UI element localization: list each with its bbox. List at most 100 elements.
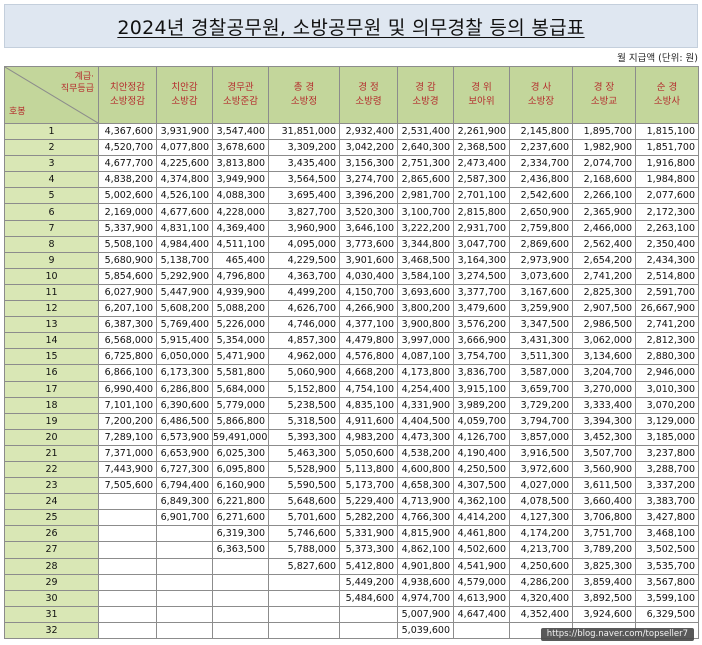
column-header-rank-fire: 소방사 — [653, 96, 681, 107]
step-cell: 27 — [4, 541, 99, 559]
salary-cell: 5,746,600 — [268, 525, 340, 543]
salary-cell: 5,238,500 — [268, 396, 340, 414]
table-row: 13 6,387,300 5,769,400 5,226,000 4,746,000 4,… — [4, 316, 699, 334]
salary-cell: 3,695,400 — [268, 187, 340, 205]
column-header-rank-fire: 소방령 — [355, 96, 382, 107]
salary-cell: 3,825,300 — [572, 557, 636, 575]
salary-cell: 2,825,300 — [572, 283, 636, 302]
salary-cell: 2,261,900 — [453, 122, 510, 141]
salary-cell: 2,986,500 — [572, 316, 636, 334]
salary-cell: 6,573,900 — [156, 428, 213, 446]
salary-cell: 6,725,800 — [98, 348, 157, 366]
salary-cell: 3,916,500 — [509, 444, 573, 462]
salary-cell: 3,134,600 — [572, 348, 636, 366]
step-cell: 19 — [4, 412, 99, 430]
column-header: 경 사 소방장 — [509, 66, 573, 124]
column-header-rank-fire: 소방경 — [412, 96, 439, 107]
salary-cell: 5,648,600 — [268, 493, 340, 511]
salary-cell: 4,499,200 — [268, 283, 340, 302]
salary-cell: 2,815,800 — [453, 203, 510, 221]
salary-cell: 3,270,000 — [572, 380, 636, 398]
salary-cell: 4,228,000 — [212, 203, 269, 221]
salary-cell: 3,396,200 — [339, 187, 398, 205]
salary-cell: 1,815,100 — [635, 122, 699, 141]
column-header: 경 정 소방령 — [339, 66, 398, 124]
salary-cell: 3,047,700 — [453, 235, 510, 253]
salary-cell: 4,225,600 — [156, 155, 213, 173]
salary-cell: 3,773,600 — [339, 235, 398, 253]
salary-cell: 2,473,400 — [453, 155, 510, 173]
salary-cell: 3,794,700 — [509, 412, 573, 430]
salary-cell: 3,274,500 — [453, 267, 510, 285]
salary-cell — [156, 525, 213, 543]
salary-cell: 4,857,300 — [268, 332, 340, 350]
salary-cell: 3,997,000 — [397, 332, 454, 350]
salary-cell: 4,059,700 — [453, 412, 510, 430]
salary-cell: 3,754,700 — [453, 348, 510, 366]
salary-cell — [156, 621, 213, 640]
salary-cell: 6,990,400 — [98, 380, 157, 398]
table-row: 20 7,289,100 6,573,900 59,491,000 5,393,300 4… — [4, 428, 699, 446]
salary-cell: 4,150,700 — [339, 283, 398, 302]
salary-cell: 5,039,600 — [397, 621, 454, 640]
salary-cell: 4,862,100 — [397, 541, 454, 559]
salary-cell: 5,508,100 — [98, 235, 157, 253]
table-row: 28 5,827,600 5,412,800 4,901,800 4,541,900 4,… — [4, 557, 699, 575]
salary-cell: 2,368,500 — [453, 139, 510, 157]
salary-cell: 3,042,200 — [339, 139, 398, 157]
salary-cell: 6,363,500 — [212, 541, 269, 559]
salary-cell: 2,701,100 — [453, 187, 510, 205]
salary-cell: 5,292,900 — [156, 267, 213, 285]
salary-cell — [98, 509, 157, 527]
salary-cell: 3,347,500 — [509, 316, 573, 334]
salary-cell: 7,101,100 — [98, 396, 157, 414]
step-cell: 26 — [4, 525, 99, 543]
column-header-rank: 경 위 — [471, 82, 492, 93]
salary-cell: 4,190,400 — [453, 444, 510, 462]
salary-cell — [156, 541, 213, 559]
salary-cell: 1,916,800 — [635, 155, 699, 173]
salary-cell: 2,640,300 — [397, 139, 454, 157]
column-header-rank: 순 경 — [656, 82, 678, 93]
column-header-rank: 경무관 — [227, 82, 254, 93]
table-row: 29 5,449,200 4,938,600 4,579,000 4,286,200 3,… — [4, 573, 699, 591]
salary-cell: 3,502,500 — [635, 541, 699, 559]
salary-cell: 3,204,700 — [572, 364, 636, 382]
title-banner: 2024년 경찰공무원, 소방공무원 및 의무경찰 등의 봉급표 — [4, 4, 698, 48]
salary-cell: 3,949,900 — [212, 171, 269, 189]
salary-cell: 4,414,200 — [453, 509, 510, 527]
salary-cell: 6,027,900 — [98, 283, 157, 302]
salary-cell: 4,658,300 — [397, 477, 454, 495]
salary-cell: 6,025,300 — [212, 444, 269, 462]
step-cell: 30 — [4, 589, 99, 607]
step-cell: 3 — [4, 155, 99, 173]
salary-cell: 3,394,300 — [572, 412, 636, 430]
salary-cell: 4,174,200 — [509, 525, 573, 543]
salary-cell: 4,901,800 — [397, 557, 454, 575]
step-cell: 16 — [4, 364, 99, 382]
salary-cell: 6,160,900 — [212, 477, 269, 495]
salary-cell: 2,237,600 — [509, 139, 573, 157]
column-header: 치안정감 소방정감 — [98, 66, 157, 124]
salary-cell: 3,185,000 — [635, 428, 699, 446]
salary-cell: 5,788,000 — [268, 541, 340, 559]
salary-cell: 4,626,700 — [268, 300, 340, 318]
column-header: 치안감 소방감 — [156, 66, 213, 124]
salary-cell: 4,766,300 — [397, 509, 454, 527]
salary-cell: 3,309,200 — [268, 139, 340, 157]
salary-cell: 2,865,600 — [397, 171, 454, 189]
salary-cell: 3,584,100 — [397, 267, 454, 285]
salary-cell: 3,070,200 — [635, 396, 699, 414]
salary-cell: 5,152,800 — [268, 380, 340, 398]
salary-cell: 4,647,400 — [453, 605, 510, 623]
salary-cell: 1,982,900 — [572, 139, 636, 157]
column-header-rank: 치안정감 — [110, 82, 145, 93]
salary-cell: 3,857,000 — [509, 428, 573, 446]
salary-cell: 59,491,000 — [212, 428, 269, 446]
salary-cell: 2,350,400 — [635, 235, 699, 253]
salary-cell: 6,207,100 — [98, 300, 157, 318]
table-row: 14 6,568,000 5,915,400 5,354,000 4,857,300 4,… — [4, 332, 699, 350]
column-header-rank: 경 감 — [415, 82, 436, 93]
step-cell: 13 — [4, 316, 99, 334]
